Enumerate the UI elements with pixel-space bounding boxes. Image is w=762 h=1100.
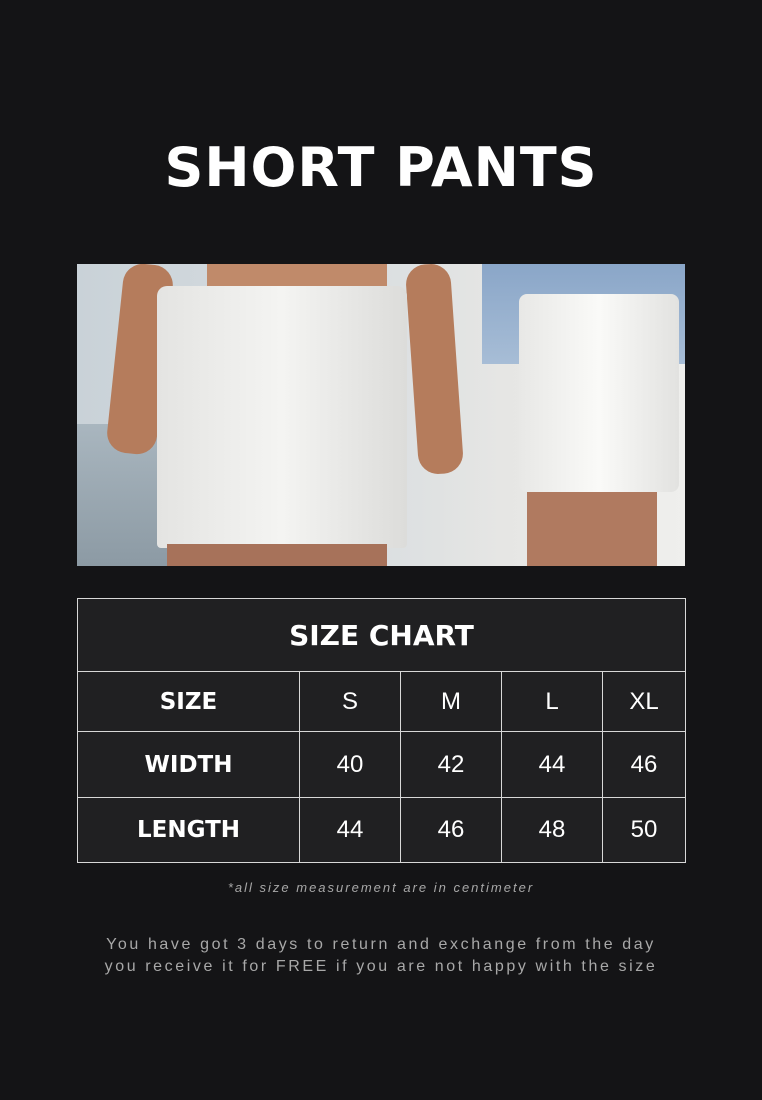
- table-cell: 46: [602, 731, 686, 798]
- row-label: WIDTH: [77, 731, 300, 798]
- legs-left: [167, 544, 387, 566]
- shorts-left: [157, 286, 407, 548]
- table-cell: 44: [501, 731, 603, 798]
- header-cell: SIZE: [77, 671, 300, 732]
- shorts-right: [519, 294, 679, 492]
- product-photo: [77, 264, 685, 566]
- header-cell: M: [400, 671, 502, 732]
- header-cell: L: [501, 671, 603, 732]
- table-cell: 50: [602, 797, 686, 863]
- table-cell: 48: [501, 797, 603, 863]
- size-chart-caption: SIZE CHART: [77, 598, 686, 672]
- page-title: SHORT PANTS: [164, 136, 598, 199]
- table-header-row: SIZE S M L XL: [77, 671, 686, 732]
- size-chart-table: SIZE CHART SIZE S M L XL WIDTH 40 42 44 …: [77, 598, 686, 863]
- header-cell: XL: [602, 671, 686, 732]
- table-cell: 44: [299, 797, 401, 863]
- table-row: LENGTH 44 46 48 50: [77, 797, 686, 863]
- return-policy: You have got 3 days to return and exchan…: [0, 934, 762, 978]
- arm-right: [404, 264, 465, 476]
- measurement-note: *all size measurement are in centimeter: [227, 880, 535, 895]
- table-cell: 46: [400, 797, 502, 863]
- policy-line: you receive it for FREE if you are not h…: [104, 958, 658, 975]
- policy-line: You have got 3 days to return and exchan…: [106, 936, 656, 953]
- table-cell: 40: [299, 731, 401, 798]
- table-row: WIDTH 40 42 44 46: [77, 731, 686, 798]
- header-cell: S: [299, 671, 401, 732]
- row-label: LENGTH: [77, 797, 300, 863]
- legs-right: [527, 492, 657, 566]
- table-cell: 42: [400, 731, 502, 798]
